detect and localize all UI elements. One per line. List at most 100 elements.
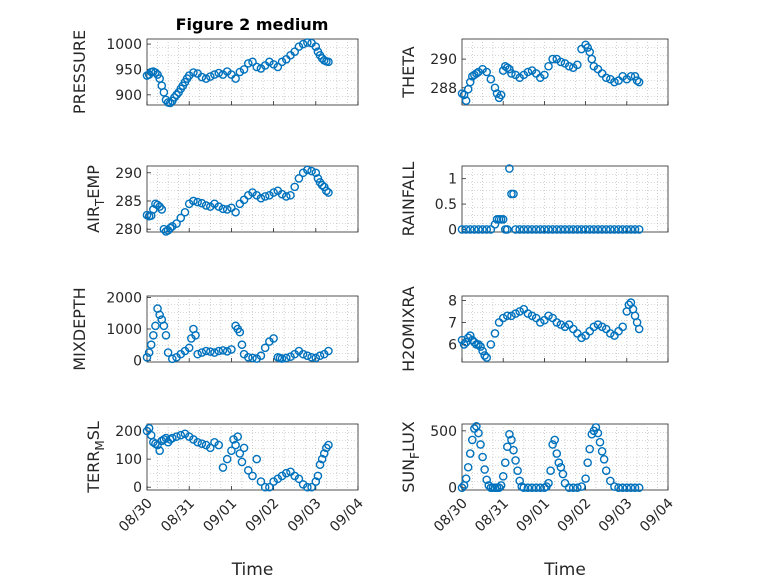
theta-point [548,54,557,64]
rainfall-point [573,225,582,234]
sun-flux-point [630,483,640,493]
h2omixra-point [470,337,479,347]
h2omixra-point [490,329,500,338]
rainfall-point [610,225,619,234]
pressure-point [197,72,207,82]
rainfall-point [593,225,603,234]
mixdepth-subplot: 0 1000 2000 MIXDEPTH [70,287,359,371]
terr-msl-point [260,482,270,492]
mixdepth-point [214,346,224,356]
theta-point [459,90,469,100]
rainfall-series [457,164,644,234]
rainfall-point [601,225,611,234]
terr-msl-xtick-label: 09/03 [285,496,325,536]
terr-msl-point [161,433,171,443]
air-temp-point [277,189,287,199]
theta-subplot: 288 290 THETA [399,38,669,106]
air-temp-point [231,207,240,217]
rainfall-point [535,225,545,234]
rainfall-point [486,225,496,234]
h2omixra-point [527,311,537,321]
rainfall-point [544,225,553,234]
air-temp-point [281,192,291,201]
terr-msl-axis-label: TERRMSL [84,421,107,494]
theta-point [632,76,642,85]
pressure-point [252,62,262,72]
h2omixra-point [552,318,562,327]
mixdepth-point [248,353,257,363]
rainfall-point [461,225,471,234]
h2omixra-point [544,311,553,321]
pressure-point [153,70,162,79]
sun-flux-point [595,437,605,447]
pressure-point [210,70,219,79]
pressure-point [248,57,257,67]
sun-flux-point [577,482,586,491]
pressure-point [290,47,300,56]
sun-flux-point [546,466,555,475]
sun-flux-point [482,475,492,485]
rainfall-point [474,225,483,234]
terr-msl-point [303,482,312,492]
terr-msl-xtick-label: 09/02 [243,496,283,536]
terr-msl-point [307,482,316,492]
mixdepth-point [222,347,232,356]
theta-point [503,63,512,72]
terr-msl-point [265,482,274,492]
mixdepth-point [193,349,202,359]
sun-flux-point [622,483,632,493]
sun-flux-point [544,478,553,488]
theta-point [573,60,582,70]
theta-point [583,43,592,52]
air-temp-point [159,224,169,234]
terr-msl-point [227,446,236,455]
terr-msl-point [237,457,247,467]
air-temp-point [317,180,327,190]
h2omixra-point [515,307,524,316]
pressure-series [142,38,333,108]
air-temp-point [290,182,300,192]
rainfall-point [515,225,524,234]
pressure-point [298,39,308,49]
sun-flux-xtick-label: 09/03 [596,496,636,536]
terr-msl-point [313,471,323,481]
rainfall-point [498,215,508,224]
theta-point [457,89,467,98]
air-temp-point [294,174,304,183]
air-temp-point [307,166,316,176]
air-temp-point [180,207,190,217]
sun-flux-point [515,476,524,486]
h2omixra-point [482,353,492,362]
sun-flux-point [552,449,562,458]
sun-flux-point [478,452,487,462]
sun-flux-point [467,435,477,445]
sun-flux-point [554,458,564,467]
sun-flux-point [573,483,582,493]
terr-msl-ytick-label: 200 [115,424,142,440]
theta-point [556,57,566,67]
mixdepth-point [151,321,160,331]
h2omixra-point [465,331,475,340]
pressure-point [159,88,169,97]
air-temp-point [172,219,181,228]
sun-flux-point [511,456,520,465]
terr-msl-point [235,449,245,458]
air-temp-ytick-label: 285 [115,194,142,210]
rainfall-point [519,225,529,234]
h2omixra-point [597,322,607,332]
mixdepth-point [315,351,325,361]
sun-flux-point [626,483,636,493]
mixdepth-point [205,347,215,356]
h2omixra-point [498,313,508,323]
air-temp-point [227,203,236,213]
air-temp-point [193,197,202,207]
sun-flux-point [581,474,590,483]
air-temp-point [189,196,198,206]
sun-flux-point [548,440,557,449]
rainfall-point [531,225,541,234]
sun-flux-point [585,444,595,454]
terr-msl-point [239,443,249,453]
sun-flux-point [513,466,522,475]
mixdepth-ytick-label: 2000 [106,291,142,307]
rainfall-subplot: 0 0.5 1 RAINFALL [399,162,669,238]
